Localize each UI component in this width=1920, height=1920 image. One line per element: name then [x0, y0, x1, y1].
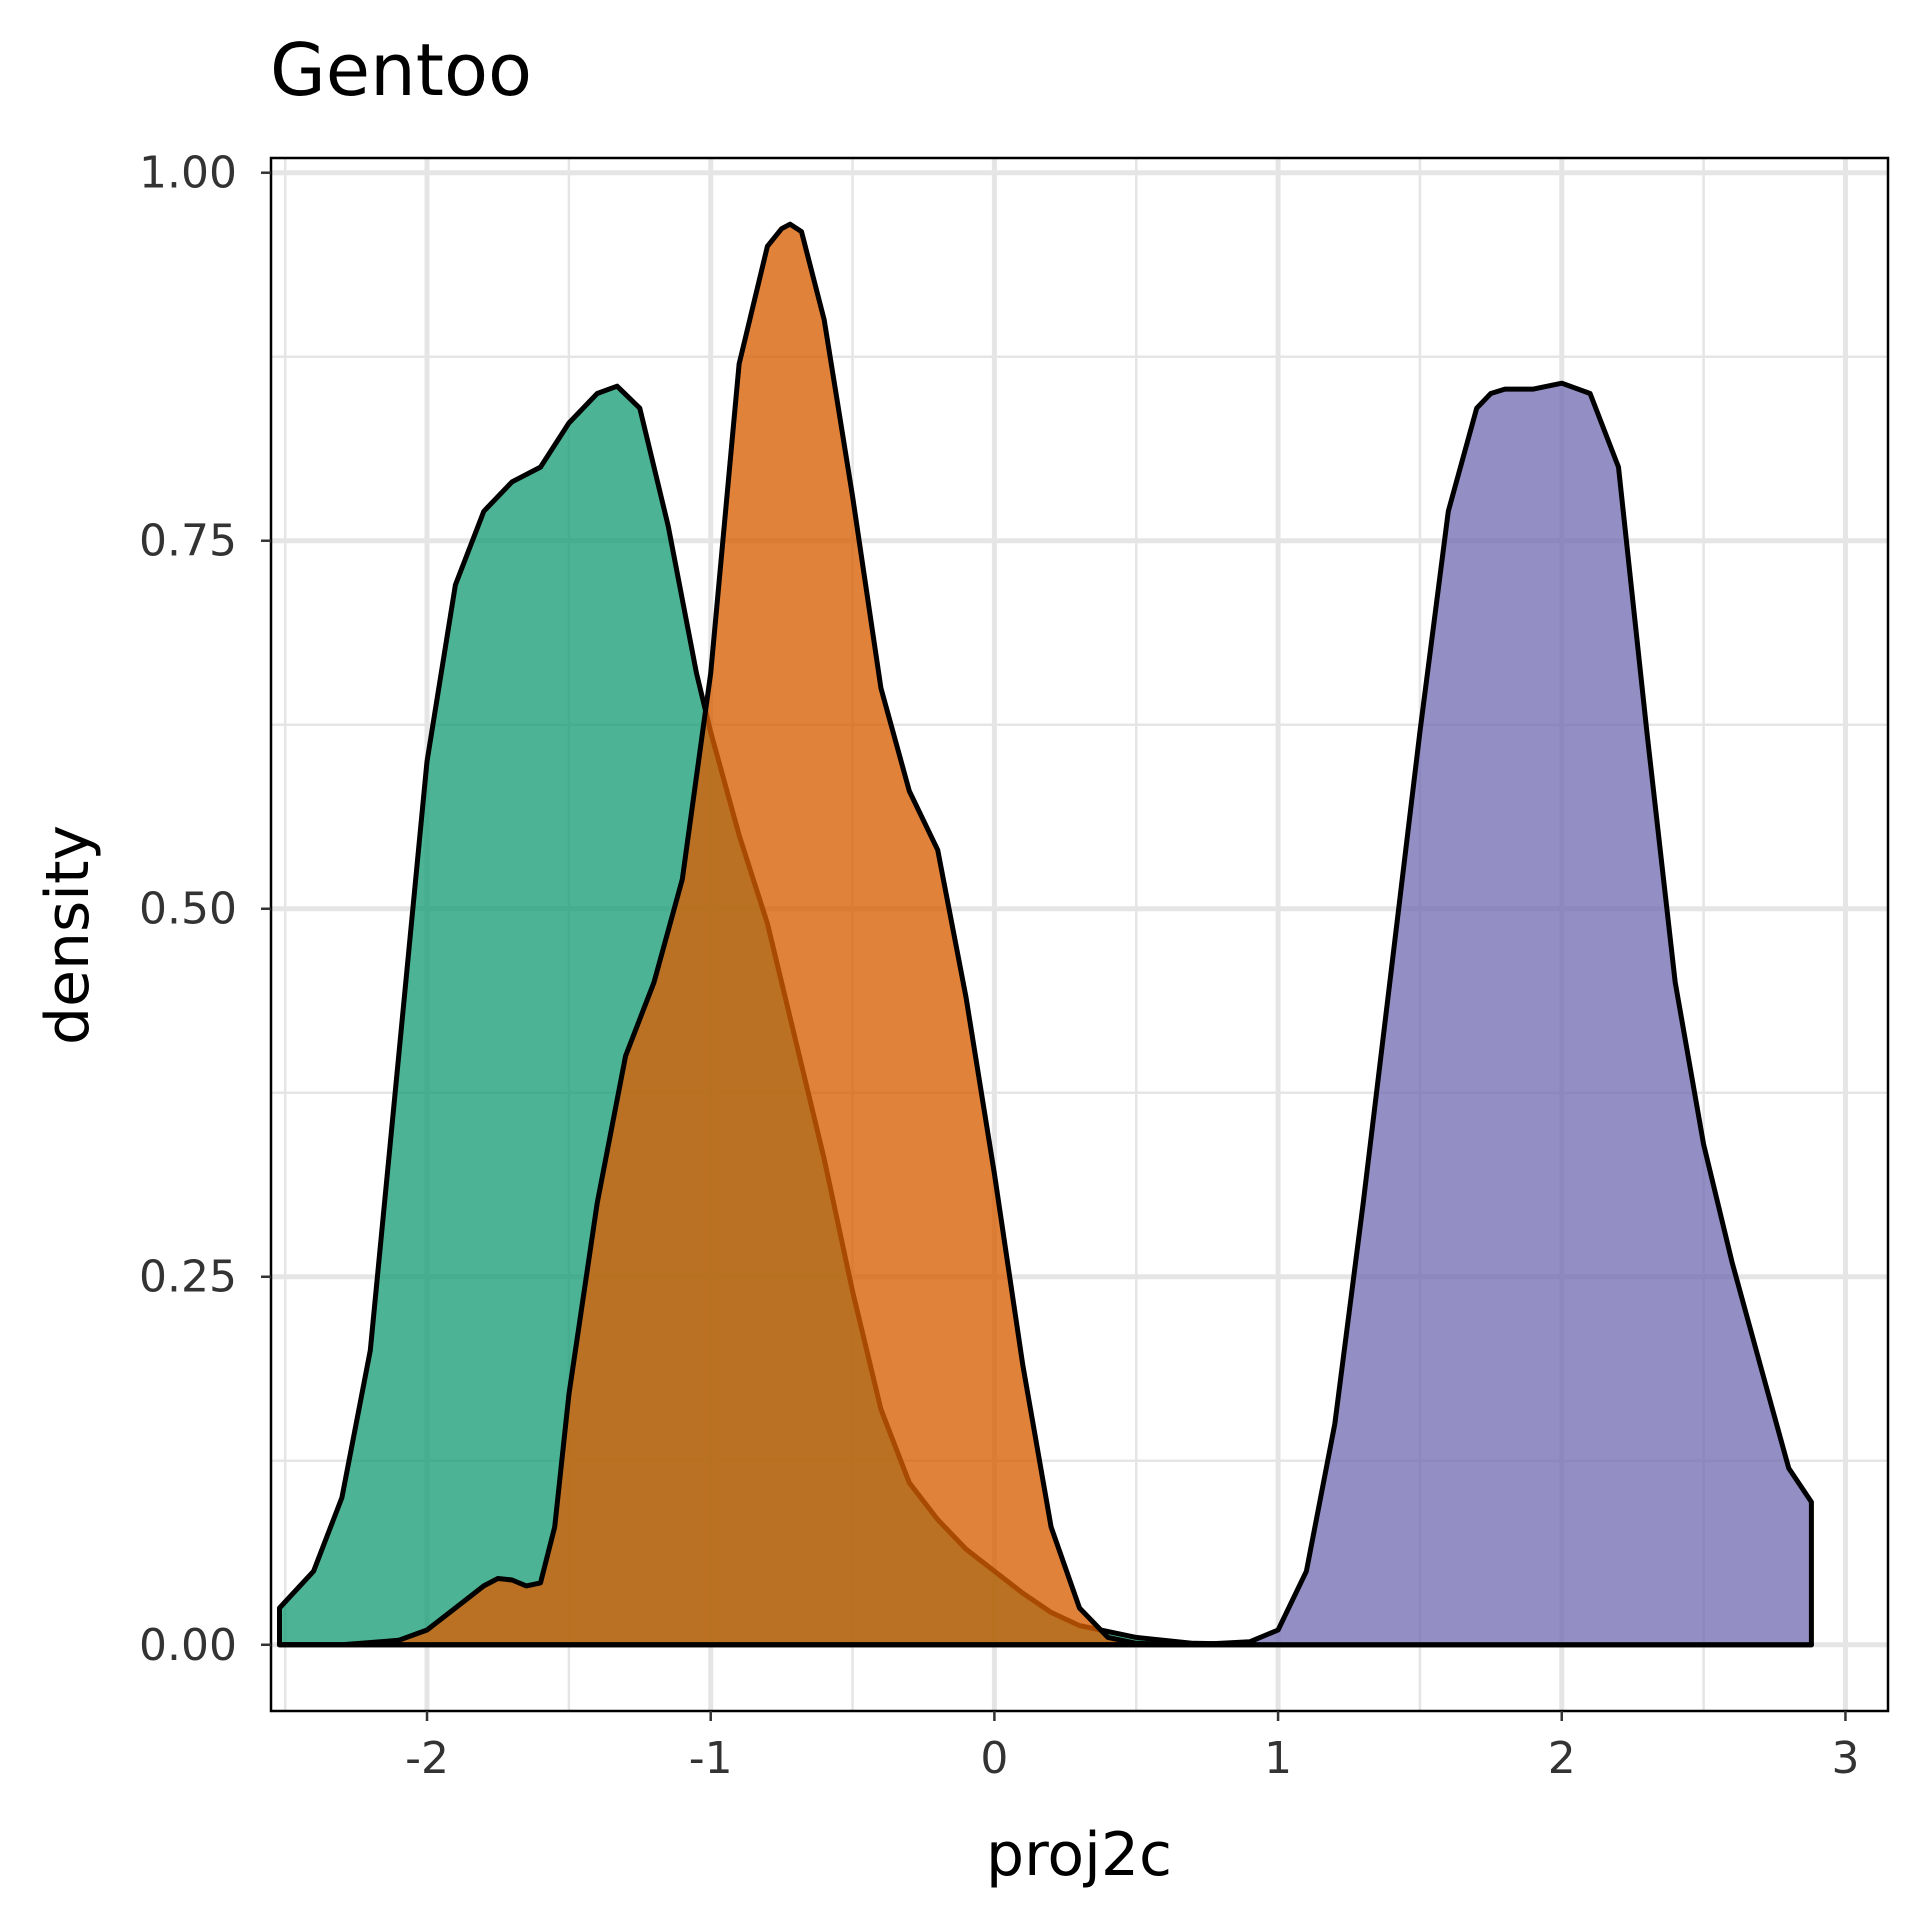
y-axis-ticks: 0.00 0.25 0.50 0.75 1.00: [139, 148, 271, 1671]
density-areas: [277, 221, 1814, 1648]
density-area-3: [277, 380, 1814, 1648]
y-tick-label: 0.00: [139, 1620, 237, 1671]
x-tick-label: 3: [1831, 1733, 1859, 1784]
x-tick-label: -2: [405, 1733, 449, 1784]
x-axis-ticks: -2 -1 0 1 2 3: [405, 1711, 1859, 1784]
chart-title: Gentoo: [270, 28, 532, 112]
y-tick-label: 0.25: [139, 1252, 237, 1303]
x-tick-label: 1: [1264, 1733, 1292, 1784]
x-tick-label: 0: [980, 1733, 1008, 1784]
panel-border: [269, 156, 1890, 1713]
x-tick-label: -1: [689, 1733, 733, 1784]
x-axis-title: proj2c: [986, 1820, 1172, 1890]
x-tick-label: 2: [1548, 1733, 1576, 1784]
y-tick-label: 0.75: [139, 516, 237, 567]
y-tick-label: 1.00: [139, 148, 237, 199]
y-tick-label: 0.50: [139, 884, 237, 935]
y-axis-title: density: [33, 825, 103, 1045]
